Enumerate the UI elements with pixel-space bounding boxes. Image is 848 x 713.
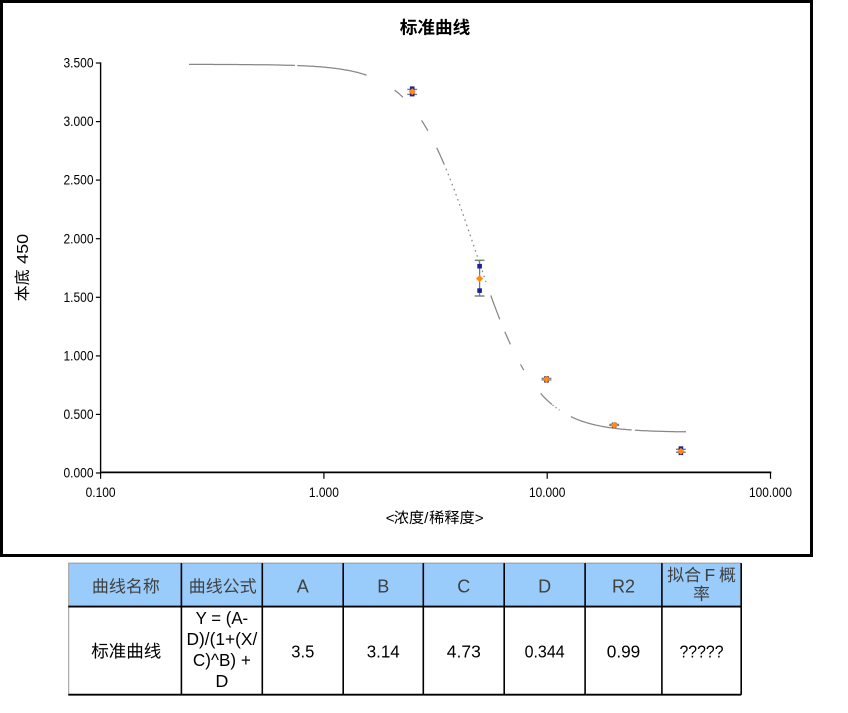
svg-text:R2: R2 xyxy=(612,577,635,597)
svg-text:0.500: 0.500 xyxy=(64,406,94,422)
svg-text:100.000: 100.000 xyxy=(749,484,792,500)
svg-text:4.73: 4.73 xyxy=(447,642,481,662)
svg-text:Y = (A-: Y = (A- xyxy=(196,608,249,628)
svg-text:<: < xyxy=(386,510,395,527)
svg-text:/: / xyxy=(424,510,429,527)
svg-text:2.500: 2.500 xyxy=(64,172,94,188)
svg-text:1.500: 1.500 xyxy=(64,289,94,305)
svg-text:?????: ????? xyxy=(680,642,724,662)
svg-text:10.000: 10.000 xyxy=(529,484,566,500)
svg-text:0.000: 0.000 xyxy=(64,465,94,481)
svg-text:D)/(1+(X/: D)/(1+(X/ xyxy=(187,629,258,649)
svg-text:C: C xyxy=(457,577,470,597)
svg-text:B: B xyxy=(377,577,389,597)
svg-text:0.100: 0.100 xyxy=(86,484,116,500)
svg-text:D: D xyxy=(215,671,228,691)
svg-text:1.000: 1.000 xyxy=(64,348,94,364)
svg-text:3.14: 3.14 xyxy=(367,642,400,662)
svg-text:F: F xyxy=(705,565,716,585)
svg-text:D: D xyxy=(538,577,551,597)
svg-text:>: > xyxy=(475,510,484,527)
svg-text:3.5: 3.5 xyxy=(291,642,314,662)
svg-text:2.000: 2.000 xyxy=(64,230,94,246)
svg-text:3.000: 3.000 xyxy=(64,113,94,129)
svg-text:A: A xyxy=(297,577,309,597)
svg-text:0.99: 0.99 xyxy=(607,642,641,662)
svg-text:3.500: 3.500 xyxy=(64,55,94,71)
svg-text:C)^B) +: C)^B) + xyxy=(193,650,251,670)
svg-text:1.000: 1.000 xyxy=(309,484,339,500)
svg-text:450: 450 xyxy=(15,234,32,264)
svg-text:0.344: 0.344 xyxy=(525,642,565,662)
